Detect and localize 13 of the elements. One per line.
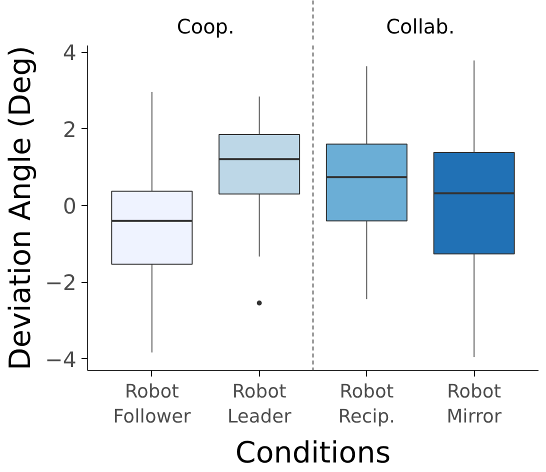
y-axis-title: Deviation Angle (Deg) [3,46,38,370]
y-tick-label: 4 [62,41,77,66]
y-tick-label: 2 [62,118,77,143]
text: Coop. [176,14,234,38]
text: Collab. [386,14,455,38]
y-tick-label: 0 [62,194,77,220]
x-tick-label: Robot Mirror [446,382,502,428]
x-tick-label: Robot Recip. [338,382,396,428]
x-axis-title: Conditions [235,436,391,470]
x-tick-label: Robot Follower [113,382,192,428]
x-tick-label: Robot Leader [227,382,292,428]
y-tick-label: −4 [45,348,77,373]
y-tick-label: −2 [45,271,77,296]
